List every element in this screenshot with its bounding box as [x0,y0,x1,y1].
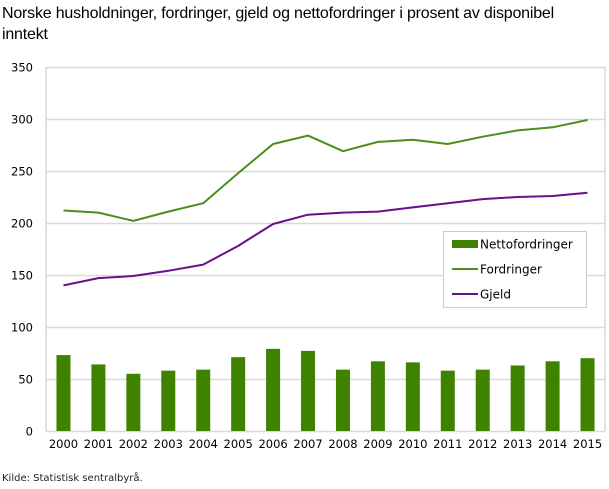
bar [475,369,490,431]
bar [335,369,350,431]
legend-label: Nettofordringer [480,238,573,252]
bar [126,373,141,431]
bar [196,369,211,431]
x-axis: 2000 2001 2002 2003 2004 2005 2006 2007 2008 2009… [49,437,602,451]
y-axis: 0 50 100 150 200 250 300 350 [11,61,33,439]
x-tick-label: 2009 [363,437,392,451]
x-tick-label: 2001 [84,437,113,451]
bar [440,370,455,431]
x-tick-label: 2014 [538,437,567,451]
y-tick-label: 0 [26,425,33,439]
bar [266,348,281,431]
y-tick-label: 300 [11,113,33,127]
bar [231,357,246,431]
gjeld-line [63,191,588,287]
bar [161,370,176,431]
bar [301,350,316,431]
x-tick-label: 2003 [154,437,183,451]
bar [545,361,560,431]
bar [405,362,420,431]
bar [56,355,71,431]
y-tick-label: 50 [18,373,33,387]
x-tick-label: 2010 [398,437,427,451]
x-tick-label: 2006 [258,437,287,451]
y-tick-label: 200 [11,217,33,231]
x-tick-label: 2005 [224,437,253,451]
x-tick-label: 2000 [49,437,78,451]
legend-label: Gjeld [480,288,511,302]
nettofordringer-bars [56,348,595,431]
x-tick-label: 2015 [573,437,602,451]
bar [91,364,106,431]
y-tick-label: 150 [11,269,33,283]
bar [370,361,385,431]
y-tick-label: 350 [11,61,33,75]
legend-label: Fordringer [480,263,542,277]
y-tick-label: 250 [11,165,33,179]
line-series [63,119,588,287]
source-note: Kilde: Statistisk sentralbyrå. [2,473,143,484]
fordringer-line [63,119,588,222]
x-tick-label: 2007 [293,437,322,451]
y-tick-label: 100 [11,321,33,335]
legend: Nettofordringer Fordringer Gjeld [443,231,587,308]
bar [510,365,525,431]
x-tick-label: 2002 [119,437,148,451]
x-tick-label: 2011 [433,437,462,451]
chart-title: Norske husholdninger, fordringer, gjeld … [2,5,554,43]
bar [580,358,595,431]
x-tick-label: 2004 [189,437,218,451]
x-tick-label: 2008 [328,437,357,451]
legend-swatch-bar [452,240,478,248]
x-tick-label: 2013 [503,437,532,451]
x-tick-label: 2012 [468,437,497,451]
